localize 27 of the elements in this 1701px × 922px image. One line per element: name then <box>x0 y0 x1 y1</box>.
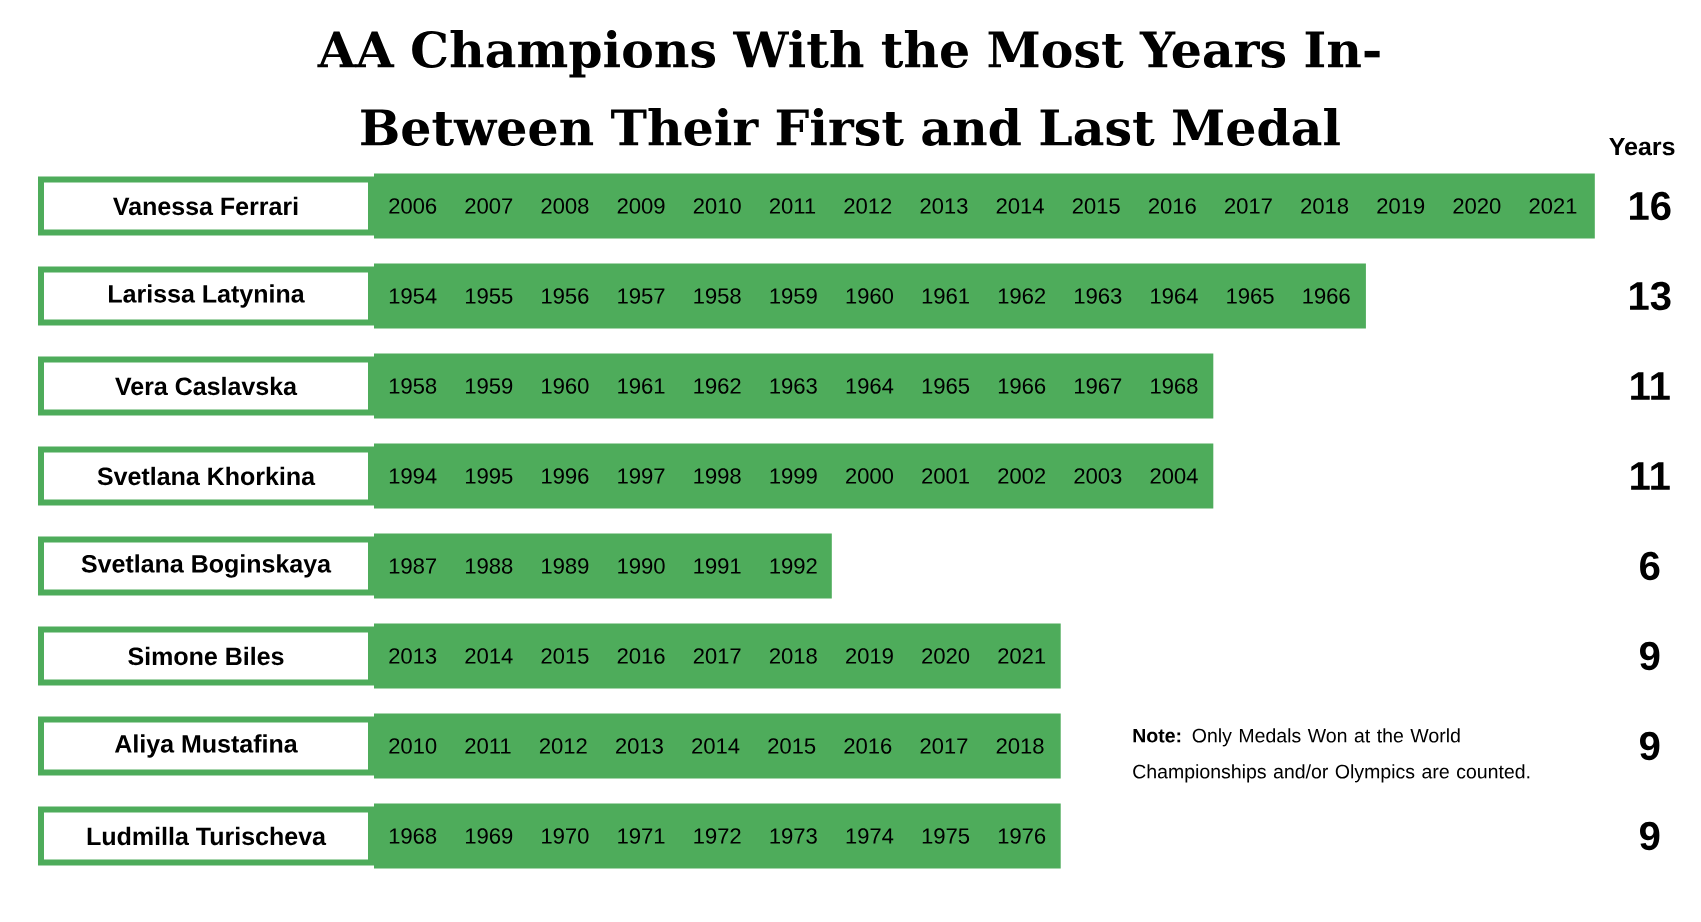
y-tick-label: Ludmilla Turischeva <box>87 826 327 846</box>
data-label: 9 <box>1640 641 1660 671</box>
annotation: Note: Only Medals Won at the World Championships and/or Olympics are counted. <box>1133 728 1530 783</box>
annotation: 1994 1995 1996 1997 1998 1999 2000 2001 2002 2003 2004 <box>389 468 1198 484</box>
y-tick-label: Larissa Latynina <box>109 284 305 308</box>
annotation: 1958 1959 1960 1961 1962 1963 1964 1965 1966 1967 1968 <box>389 378 1198 394</box>
y-tick-label: Vera Caslavska <box>115 376 298 396</box>
data-label: 13 <box>1630 281 1671 311</box>
annotation: 1954 1955 1956 1957 1958 1959 1960 1961 1962 1963 1964 1965 1966 <box>389 288 1350 304</box>
annotation: 1968 1969 1970 1971 1972 1973 1974 1975 1976 <box>389 828 1046 844</box>
chart-title: AA Champions With the Most Years In-Between Their First and Last Medal <box>317 30 1380 146</box>
annotation: 2010 2011 2012 2013 2014 2015 2016 2017 2018 <box>389 738 1044 754</box>
y-tick-label: Simone Biles <box>128 646 284 666</box>
y-tick-label: Aliya Mustafina <box>114 734 298 758</box>
data-label: 16 <box>1630 191 1671 221</box>
data-label: 9 <box>1640 821 1660 851</box>
y-tick-label: Svetlana Boginskaya <box>81 554 332 578</box>
annotation: 2013 2014 2015 2016 2017 2018 2019 2020 2021 <box>389 648 1046 664</box>
x-axis-title: Years <box>1609 137 1675 156</box>
y-tick-label: Vanessa Ferrari <box>113 196 298 216</box>
annotation: 1987 1988 1989 1990 1991 1992 <box>389 558 817 574</box>
data-label: 11 <box>1631 462 1670 490</box>
annotation: 2006 2007 2008 2009 2010 2011 2012 2013 2014 2015 2016 2017 2018 2019 2020 2021 <box>389 198 1577 214</box>
y-tick-label: Svetlana Khorkina <box>97 466 316 486</box>
data-label: 11 <box>1631 372 1670 400</box>
data-label: 9 <box>1640 731 1660 761</box>
data-label: 6 <box>1640 551 1660 581</box>
